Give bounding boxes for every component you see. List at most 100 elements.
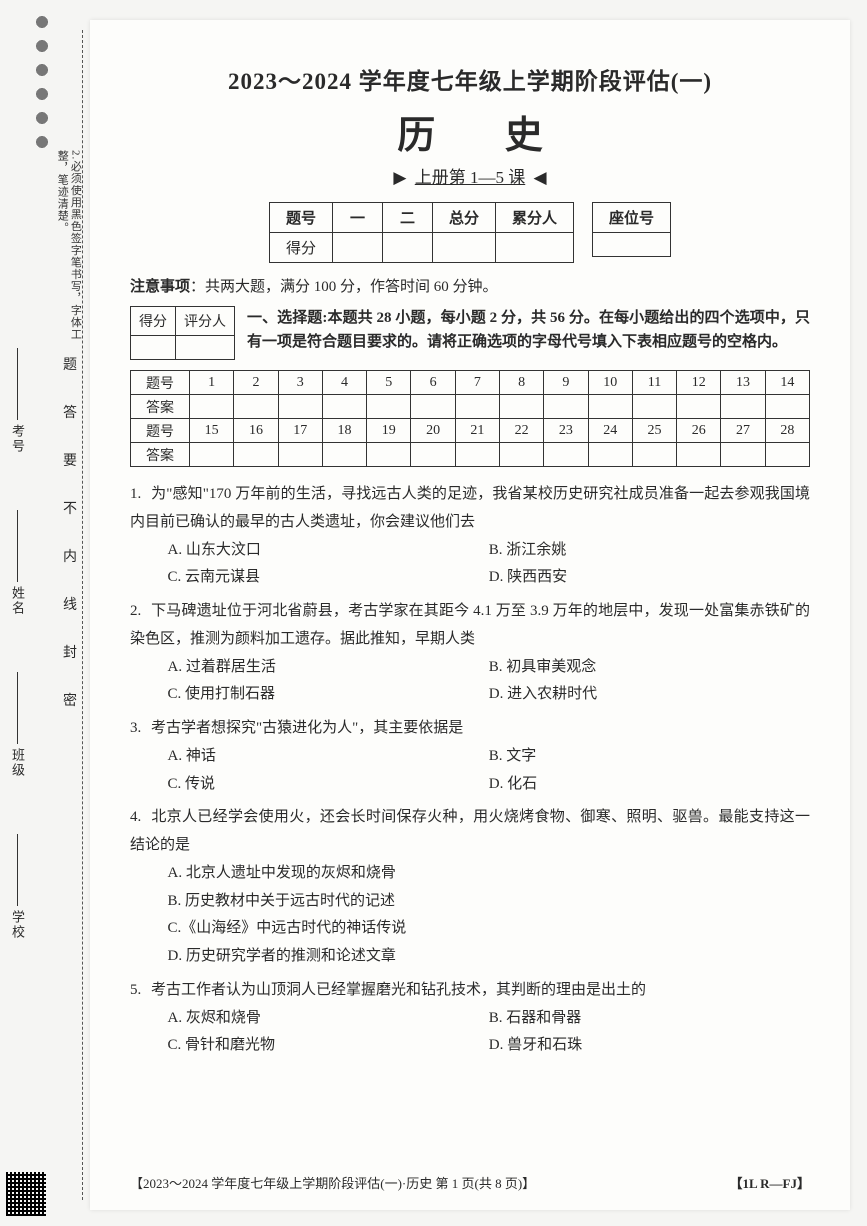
- range-text: 上册第 1—5 课: [415, 168, 526, 187]
- q-options: A. 神话 B. 文字 C. 传说 D. 化石: [130, 743, 810, 799]
- score-table: 题号 一 二 总分 累分人 得分: [269, 202, 574, 263]
- seat-table: 座位号: [592, 202, 671, 257]
- notice-label: 注意事项: [130, 279, 190, 295]
- notice-text: ：共两大题，满分 100 分，作答时间 60 分钟。: [190, 279, 498, 295]
- answer-grid-qrow: 题号 1234567891011121314: [131, 371, 810, 395]
- barcode-icon: [6, 1172, 46, 1216]
- row-label: 得分: [269, 233, 332, 263]
- option-d[interactable]: D. 进入农耕时代: [489, 681, 810, 709]
- exam-subject: 历 史: [160, 104, 810, 159]
- footer-right: 【1L R—FJ】: [729, 1173, 810, 1192]
- seal-char: 内: [63, 546, 77, 566]
- col-header: 总分: [432, 203, 495, 233]
- option-c[interactable]: C.《山海经》中远古时代的神话传说: [168, 915, 811, 943]
- binding-margin: 2.必须使用黑色签字笔书写，字体工整，笔迹清楚。 题 答 要 不 内 线 封 密…: [0, 0, 90, 1226]
- seal-line-labels: 题 答 要 不 内 线 封 密: [62, 340, 78, 724]
- seat-cell[interactable]: [593, 233, 671, 257]
- option-a[interactable]: A. 山东大汶口: [168, 537, 489, 565]
- scorer-cell[interactable]: [131, 336, 176, 360]
- q-stem: 为"感知"170 万年前的生活，寻找远古人类的足迹，我省某校历史研究社成员准备一…: [130, 486, 810, 530]
- scorer-label: 评分人: [176, 307, 235, 336]
- question-5: 5.考古工作者认为山顶洞人已经掌握磨光和钻孔技术，其判断的理由是出土的 A. 灰…: [130, 977, 810, 1060]
- part1-header-row: 得分评分人 一、选择题:本题共 28 小题，每小题 2 分，共 56 分。在每小…: [130, 306, 810, 360]
- col-header: 一: [332, 203, 382, 233]
- score-cell[interactable]: [332, 233, 382, 263]
- col-header: 题号: [269, 203, 332, 233]
- field-class: 班级: [8, 672, 27, 778]
- option-d[interactable]: D. 陕西西安: [489, 564, 810, 592]
- q-number: 5.: [130, 977, 151, 1005]
- option-b[interactable]: B. 文字: [489, 743, 810, 771]
- score-cell[interactable]: [382, 233, 432, 263]
- exam-page: 2023～2024 学年度七年级上学期阶段评估(一) 历 史 ▶ 上册第 1—5…: [90, 20, 850, 1210]
- option-b[interactable]: B. 浙江余姚: [489, 537, 810, 565]
- col-header: 二: [382, 203, 432, 233]
- option-d[interactable]: D. 化石: [489, 771, 810, 799]
- option-c[interactable]: C. 使用打制石器: [168, 681, 489, 709]
- q-options: A. 山东大汶口 B. 浙江余姚 C. 云南元谋县 D. 陕西西安: [130, 537, 810, 593]
- scorer-cell[interactable]: [176, 336, 235, 360]
- fold-dashed-line: [82, 30, 83, 1200]
- ag-label: 答案: [131, 443, 190, 467]
- ag-label: 题号: [131, 371, 190, 395]
- answer-grid-qrow: 题号 1516171819202122232425262728: [131, 419, 810, 443]
- triangle-left-icon: ◀: [534, 168, 547, 187]
- question-3: 3.考古学者想探究"古猿进化为人"，其主要依据是 A. 神话 B. 文字 C. …: [130, 715, 810, 798]
- seal-char: 要: [63, 450, 77, 470]
- option-b[interactable]: B. 历史教材中关于远古时代的记述: [168, 888, 811, 916]
- ag-label: 答案: [131, 395, 190, 419]
- footer-left: 【2023～2024 学年度七年级上学期阶段评估(一)·历史 第 1 页(共 8…: [130, 1173, 535, 1192]
- q-number: 4.: [130, 804, 151, 832]
- scorer-box: 得分评分人: [130, 306, 235, 360]
- student-info-fields: 考号 姓名 班级 学校: [8, 320, 27, 968]
- answer-grid: 题号 1234567891011121314 答案 题号 15161718192…: [130, 370, 810, 467]
- col-header: 累分人: [496, 203, 574, 233]
- score-cell[interactable]: [432, 233, 495, 263]
- q-stem: 考古学者想探究"古猿进化为人"，其主要依据是: [151, 720, 463, 736]
- q-number: 1.: [130, 481, 151, 509]
- option-a[interactable]: A. 北京人遗址中发现的灰烬和烧骨: [168, 860, 811, 888]
- option-b[interactable]: B. 石器和骨器: [489, 1005, 810, 1033]
- q-options: A. 北京人遗址中发现的灰烬和烧骨 B. 历史教材中关于远古时代的记述 C.《山…: [130, 860, 810, 971]
- q-stem: 下马碑遗址位于河北省蔚县，考古学家在其距今 4.1 万至 3.9 万年的地层中，…: [130, 603, 810, 647]
- option-a[interactable]: A. 神话: [168, 743, 489, 771]
- notice-line: 注意事项：共两大题，满分 100 分，作答时间 60 分钟。: [130, 275, 810, 296]
- seal-char: 封: [63, 642, 77, 662]
- seat-header: 座位号: [593, 203, 671, 233]
- score-tables-row: 题号 一 二 总分 累分人 得分 座位号: [130, 202, 810, 263]
- option-d[interactable]: D. 历史研究学者的推测和论述文章: [168, 943, 811, 971]
- option-c[interactable]: C. 骨针和磨光物: [168, 1032, 489, 1060]
- q-number: 3.: [130, 715, 151, 743]
- punch-holes: [30, 10, 54, 150]
- q-options: A. 过着群居生活 B. 初具审美观念 C. 使用打制石器 D. 进入农耕时代: [130, 654, 810, 710]
- scorer-label: 得分: [131, 307, 176, 336]
- part1-description: 一、选择题:本题共 28 小题，每小题 2 分，共 56 分。在每小题给出的四个…: [247, 306, 810, 354]
- seal-char: 密: [63, 690, 77, 710]
- question-1: 1.为"感知"170 万年前的生活，寻找远古人类的足迹，我省某校历史研究社成员准…: [130, 481, 810, 592]
- seal-char: 答: [63, 402, 77, 422]
- option-d[interactable]: D. 兽牙和石珠: [489, 1032, 810, 1060]
- option-c[interactable]: C. 传说: [168, 771, 489, 799]
- questions-block: 1.为"感知"170 万年前的生活，寻找远古人类的足迹，我省某校历史研究社成员准…: [130, 481, 810, 1060]
- field-exam-id: 考号: [8, 348, 27, 454]
- field-name: 姓名: [8, 510, 27, 616]
- option-a[interactable]: A. 过着群居生活: [168, 654, 489, 682]
- score-cell[interactable]: [496, 233, 574, 263]
- page-footer: 【2023～2024 学年度七年级上学期阶段评估(一)·历史 第 1 页(共 8…: [130, 1173, 810, 1192]
- seal-char: 不: [63, 498, 77, 518]
- seal-char: 线: [63, 594, 77, 614]
- triangle-right-icon: ▶: [393, 168, 406, 187]
- seal-char: 题: [63, 354, 77, 374]
- option-c[interactable]: C. 云南元谋县: [168, 564, 489, 592]
- option-a[interactable]: A. 灰烬和烧骨: [168, 1005, 489, 1033]
- q-number: 2.: [130, 598, 151, 626]
- q-stem: 北京人已经学会使用火，还会长时间保存火种，用火烧烤食物、御寒、照明、驱兽。最能支…: [130, 809, 810, 853]
- option-b[interactable]: B. 初具审美观念: [489, 654, 810, 682]
- q-options: A. 灰烬和烧骨 B. 石器和骨器 C. 骨针和磨光物 D. 兽牙和石珠: [130, 1005, 810, 1061]
- answer-grid-arow: 答案: [131, 443, 810, 467]
- q-stem: 考古工作者认为山顶洞人已经掌握磨光和钻孔技术，其判断的理由是出土的: [151, 982, 646, 998]
- field-school: 学校: [8, 834, 27, 940]
- exam-title-line1: 2023～2024 学年度七年级上学期阶段评估(一): [130, 62, 810, 96]
- question-2: 2.下马碑遗址位于河北省蔚县，考古学家在其距今 4.1 万至 3.9 万年的地层…: [130, 598, 810, 709]
- writing-instruction: 2.必须使用黑色签字笔书写，字体工整，笔迹清楚。: [55, 150, 81, 350]
